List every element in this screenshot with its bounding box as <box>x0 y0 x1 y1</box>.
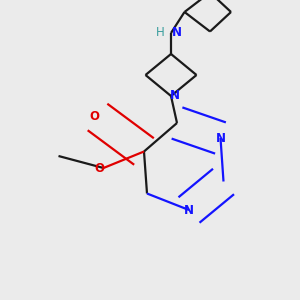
Text: N: N <box>215 131 226 145</box>
Text: N: N <box>171 26 182 40</box>
Text: N: N <box>184 203 194 217</box>
Text: O: O <box>89 110 99 124</box>
Text: O: O <box>94 161 104 175</box>
Text: N: N <box>169 89 180 103</box>
Text: H: H <box>156 26 165 40</box>
